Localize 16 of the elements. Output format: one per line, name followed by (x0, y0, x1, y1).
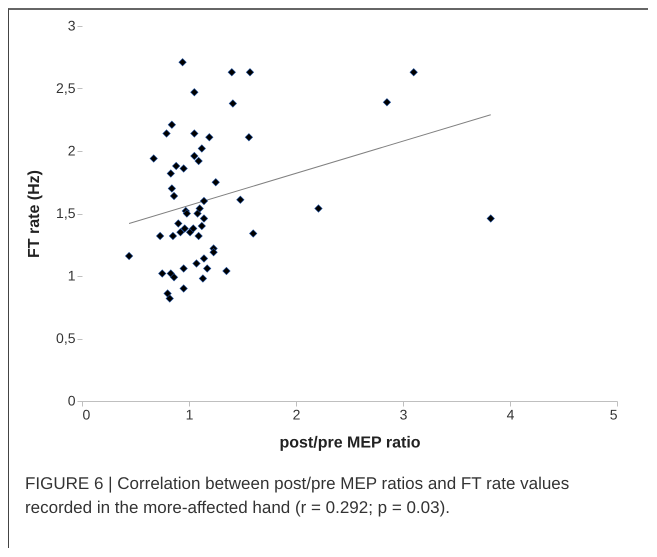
x-tick-label: 3 (400, 406, 408, 422)
y-tick-label: 0 (68, 392, 76, 408)
y-tick-label: 3 (68, 18, 76, 34)
y-tick-label: 2 (68, 142, 76, 158)
y-axis-title: FT rate (Hz) (26, 170, 44, 258)
x-tick-label: 1 (186, 406, 194, 422)
x-tick-label: 2 (292, 406, 301, 422)
x-tick-label: 4 (506, 406, 515, 422)
x-tick-label: 5 (610, 406, 618, 422)
x-axis-title: post/pre MEP ratio (279, 434, 421, 452)
y-tick-label: 1 (68, 268, 76, 284)
y-tick-label: 0,5 (56, 330, 76, 346)
y-tick-label: 2,5 (56, 80, 76, 96)
y-tick-label: 1,5 (56, 205, 76, 221)
x-tick-label: 0 (82, 406, 90, 422)
caption: FIGURE 6 | Correlation between post/pre MEP ratios and FT rate values recorded in the more-affected hand (r = 0.292; p = 0.03). (25, 473, 570, 519)
